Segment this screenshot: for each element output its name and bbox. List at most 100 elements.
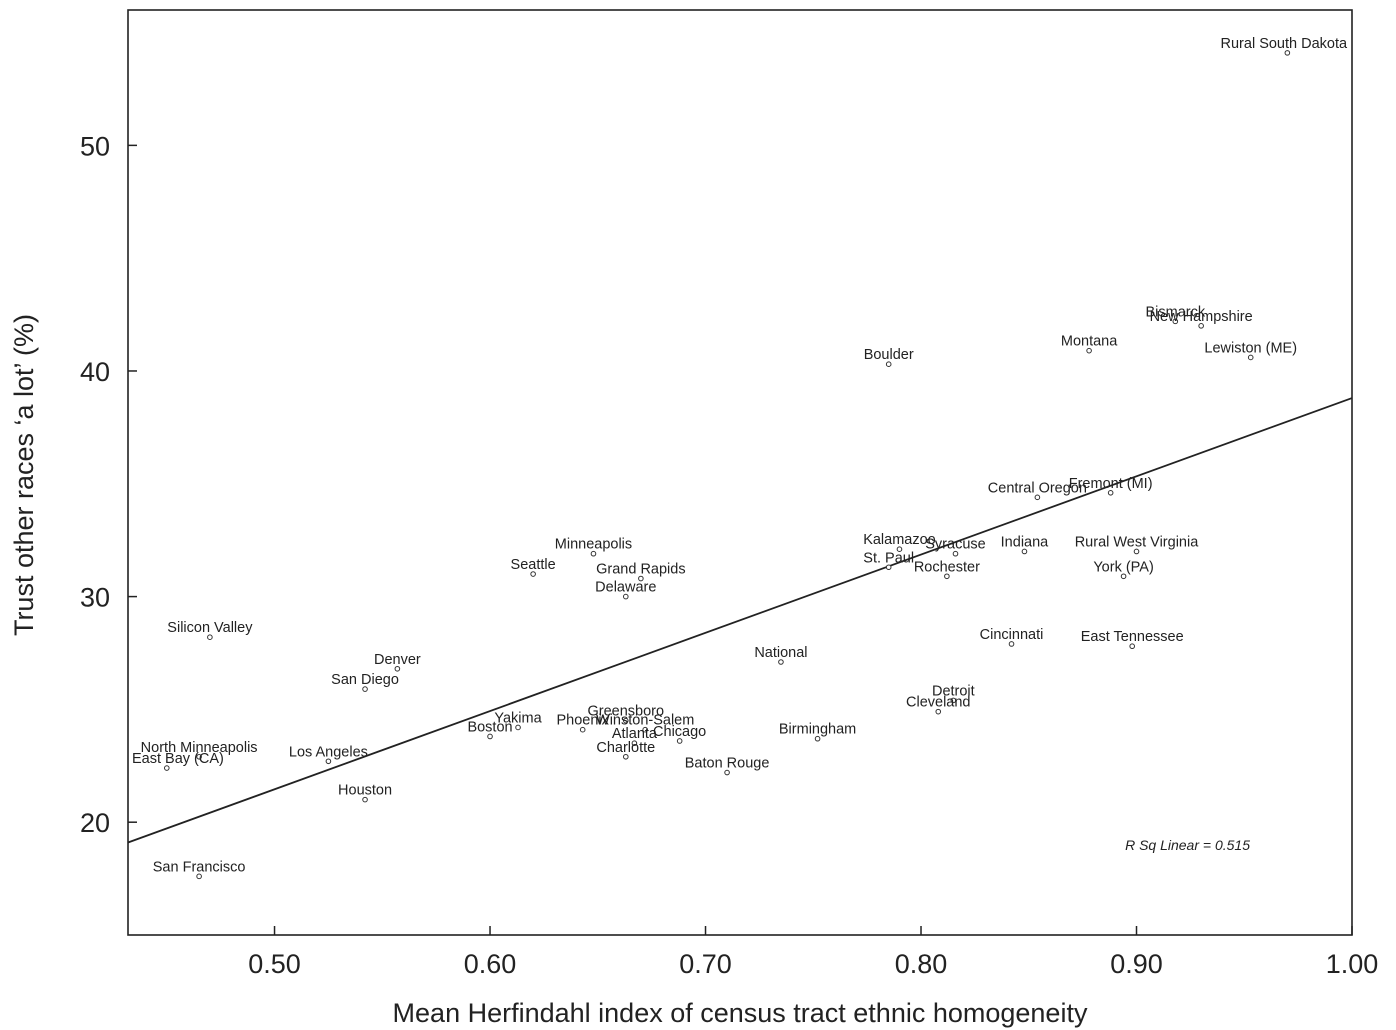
point-label: East Tennessee: [1081, 629, 1184, 645]
x-tick-label: 0.70: [679, 949, 732, 979]
point-label: Rural South Dakota: [1221, 36, 1348, 52]
data-point: [622, 717, 629, 724]
data-point: [885, 564, 892, 571]
data-point: [631, 740, 638, 747]
data-point: [394, 665, 401, 672]
point-label: Lewiston (ME): [1204, 340, 1297, 356]
point-label: Houston: [338, 783, 392, 799]
data-point: [515, 724, 521, 731]
data-point: [935, 708, 942, 715]
data-point: [944, 573, 950, 580]
y-tick-label: 40: [80, 357, 110, 387]
y-tick-label: 20: [80, 808, 110, 838]
point-label: Birmingham: [779, 722, 856, 738]
data-point: [622, 753, 629, 760]
point-label: St. Paul: [863, 550, 914, 566]
point-label: Los Angeles: [289, 744, 368, 760]
x-tick-label: 0.50: [248, 949, 301, 979]
x-axis: 0.50 0.60 0.70 0.80 0.90 1.00: [248, 926, 1378, 979]
point-label: Rural West Virginia: [1075, 534, 1200, 550]
point-label: New Hampshire: [1150, 309, 1253, 325]
data-point: [676, 738, 683, 744]
point-label: Syracuse: [925, 537, 985, 553]
y-tick-label: 30: [80, 583, 110, 613]
y-axis: 20 30 40 50: [80, 131, 137, 838]
data-point: [778, 659, 784, 665]
point-label: Montana: [1061, 334, 1118, 350]
x-tick-label: 0.60: [464, 949, 517, 979]
point-label: Bismarck: [1145, 304, 1205, 320]
point-label: Atlanta: [612, 726, 658, 742]
data-point: [1172, 318, 1179, 325]
point-label: Boulder: [864, 347, 914, 363]
data-point: [325, 758, 332, 765]
data-point: [952, 550, 959, 557]
data-point: [724, 769, 730, 776]
data-point: [362, 796, 368, 803]
point-label: North Minneapolis: [141, 740, 258, 756]
point-label: Kalamazoo: [863, 532, 936, 548]
data-point: [642, 726, 648, 733]
point-label: Chicago: [653, 724, 706, 740]
point-label: Yakima: [494, 710, 542, 726]
x-axis-title: Mean Herfindahl index of census tract et…: [393, 998, 1088, 1028]
data-point: [530, 571, 536, 577]
data-point: [579, 726, 586, 733]
data-point: [1021, 548, 1028, 555]
data-point: [1133, 548, 1140, 555]
data-point: [362, 686, 368, 692]
x-tick-label: 0.90: [1110, 949, 1163, 979]
data-point: [622, 593, 629, 600]
data-point: [196, 873, 202, 880]
data-point: [207, 634, 213, 640]
data-point: [1008, 641, 1015, 647]
point-label: Grand Rapids: [596, 562, 685, 578]
data-point: [163, 765, 170, 771]
point-label: Denver: [374, 652, 421, 668]
point-label: Cincinnati: [980, 627, 1044, 643]
x-tick-label: 0.80: [895, 949, 948, 979]
point-label: National: [754, 645, 807, 661]
point-label: East Bay (CA): [132, 751, 224, 767]
y-axis-title: Trust other races ‘a lot’ (%): [9, 314, 39, 636]
data-point: [1284, 50, 1291, 56]
point-label: Delaware: [595, 580, 656, 596]
y-tick-label: 50: [80, 131, 110, 161]
r-squared-annotation: R Sq Linear = 0.515: [1125, 837, 1250, 853]
data-point: [638, 575, 644, 582]
point-label: Greensboro: [587, 704, 664, 720]
data-point: [1034, 494, 1041, 501]
data-point: [487, 733, 493, 740]
point-label: Silicon Valley: [167, 620, 253, 636]
point-label: Winston-Salem: [596, 713, 694, 729]
point-label: Cleveland: [906, 695, 971, 711]
data-point: [896, 546, 903, 553]
point-label: San Francisco: [153, 859, 246, 875]
data-point: [885, 361, 892, 368]
point-label: Seattle: [511, 557, 556, 573]
data-point: [590, 550, 597, 557]
data-point: [196, 753, 202, 760]
data-point: [1247, 354, 1254, 361]
data-point: [814, 735, 821, 742]
point-label: Rochester: [914, 559, 980, 575]
plot-frame: [127, 9, 1353, 936]
point-label: Charlotte: [596, 740, 655, 756]
data-point: [950, 697, 957, 704]
data-point: [1129, 643, 1135, 650]
point-label: Phoenix: [556, 713, 609, 729]
data-point: [1198, 323, 1204, 329]
point-label: San Diego: [331, 672, 399, 688]
data-point: [1120, 573, 1127, 580]
point-label: Fremont (MI): [1069, 476, 1153, 492]
x-tick-label: 1.00: [1326, 949, 1379, 979]
point-label: Detroit: [932, 683, 975, 699]
point-label: York (PA): [1093, 559, 1153, 575]
point-label: Boston: [467, 719, 512, 735]
regression-line: [127, 397, 1353, 844]
point-label: Central Oregon: [988, 480, 1087, 496]
point-label: Baton Rouge: [685, 756, 770, 772]
point-label: Indiana: [1001, 534, 1050, 550]
